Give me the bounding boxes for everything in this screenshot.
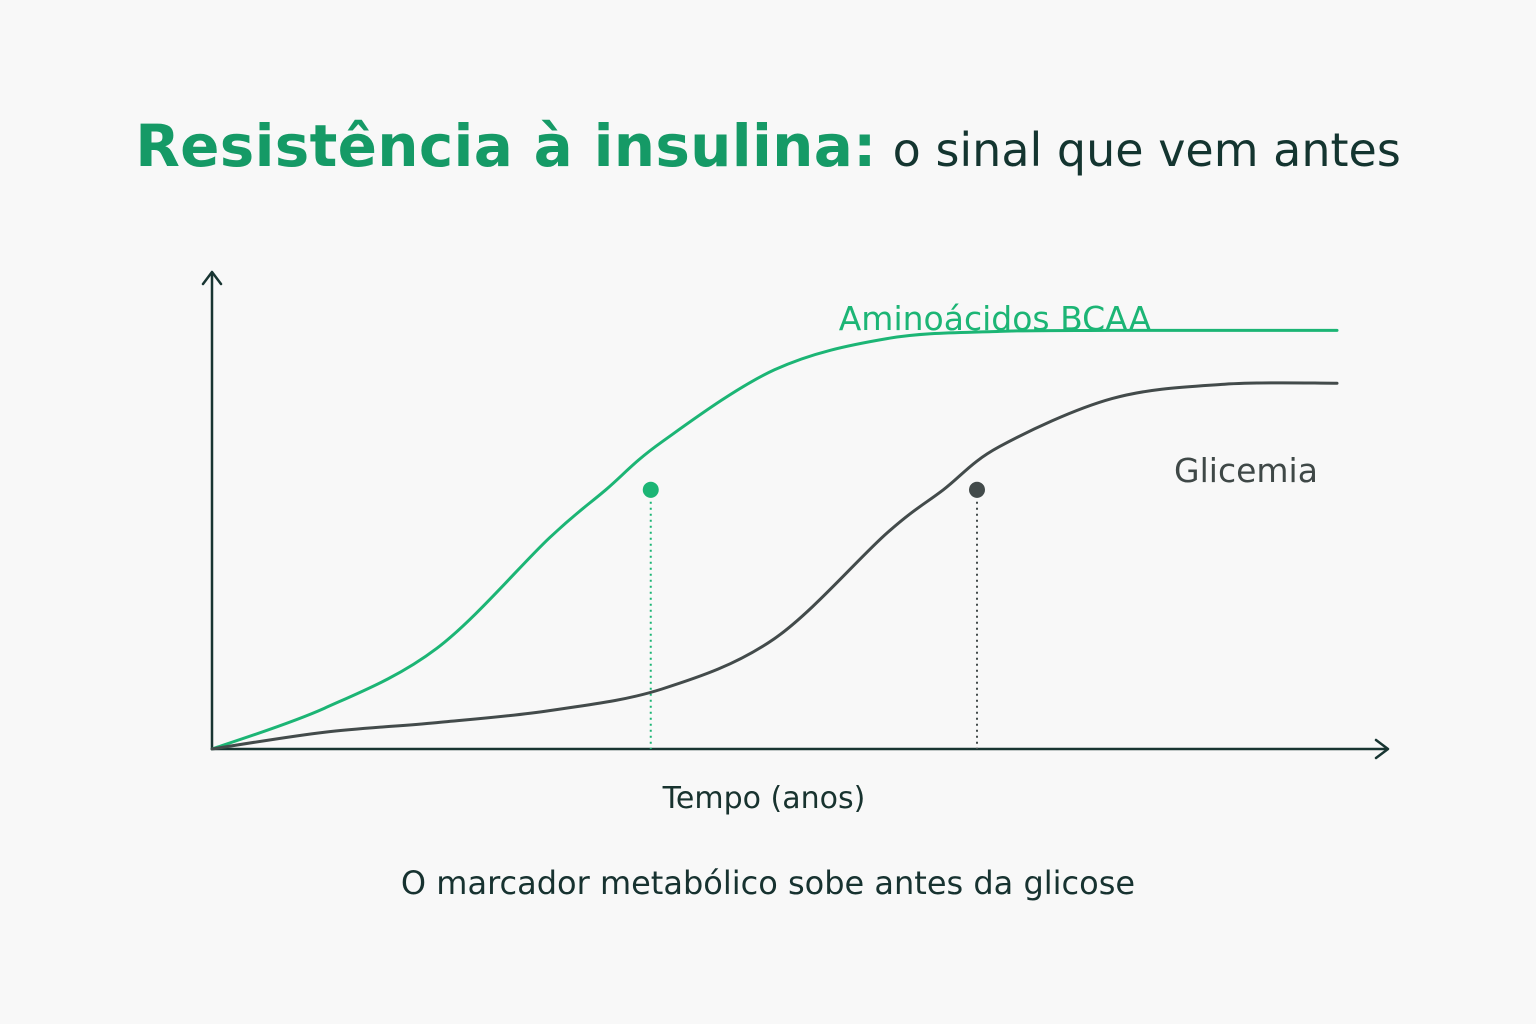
- marker-point-bcaa: [642, 481, 659, 498]
- series-label-glicemia: Glicemia: [1174, 451, 1318, 490]
- series-label-bcaa: Aminoácidos BCAA: [839, 299, 1152, 338]
- chart-title-main: Resistência à insulina:: [135, 112, 877, 180]
- series-line-bcaa: [210, 328, 1339, 751]
- chart-axes: [201, 270, 1390, 760]
- chart-title-sub: o sinal que vem antes: [892, 123, 1401, 177]
- chart-title: Resistência à insulina: o sinal que vem a…: [0, 112, 1536, 180]
- series-line-glicemia: [210, 381, 1339, 751]
- series-lines: [210, 328, 1339, 751]
- series-markers: [642, 481, 985, 498]
- marker-guides: [649, 489, 978, 749]
- chart-caption: O marcador metabólico sobe antes da glic…: [400, 864, 1136, 902]
- x-axis-arrow-icon: [1374, 738, 1390, 760]
- marker-point-glicemia: [969, 481, 985, 498]
- series-labels: Aminoácidos BCAA Glicemia: [839, 299, 1318, 490]
- x-axis-label: Tempo (anos): [662, 781, 866, 816]
- y-axis-arrow-icon: [201, 270, 223, 286]
